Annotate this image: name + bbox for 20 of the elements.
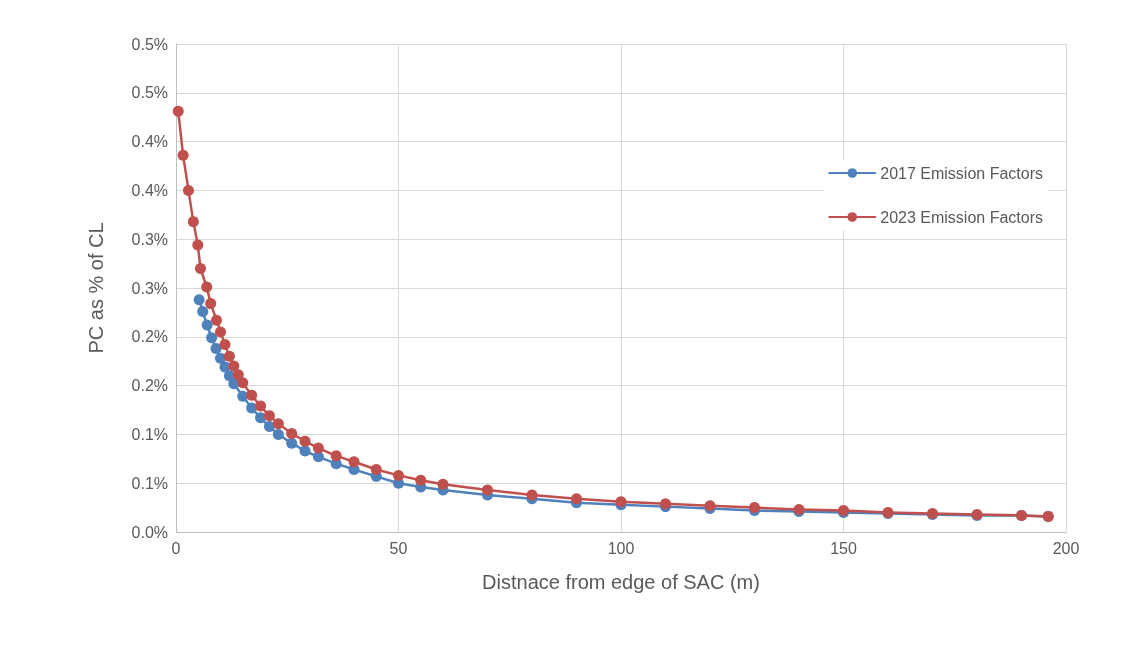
y-tick-label: 0.5% — [131, 35, 168, 53]
y-tick-label: 0.5% — [131, 84, 168, 102]
y-tick-label: 0.4% — [131, 133, 168, 151]
x-tick-label: 0 — [171, 539, 181, 557]
y-tick-label: 0.3% — [131, 230, 168, 248]
y-tick-label: 0.2% — [131, 377, 168, 395]
y-tick-label: 0.1% — [131, 474, 168, 492]
legend-label: 2023 Emission Factors — [880, 208, 1043, 226]
x-axis-title: Distnace from edge of SAC (m) — [482, 571, 760, 593]
y-axis-title: PC as % of CL — [85, 222, 107, 354]
y-tick-label: 0.1% — [131, 425, 168, 443]
x-tick-label: 200 — [1052, 539, 1080, 557]
y-tick-label: 0.3% — [131, 279, 168, 297]
y-tick-label: 0.4% — [131, 181, 168, 199]
x-tick-label: 150 — [830, 539, 857, 557]
legend-label: 2017 Emission Factors — [880, 164, 1043, 182]
x-tick-label: 50 — [389, 539, 408, 557]
y-tick-label: 0.0% — [131, 523, 168, 541]
y-tick-label: 0.2% — [131, 328, 168, 346]
x-tick-label: 100 — [607, 539, 635, 557]
